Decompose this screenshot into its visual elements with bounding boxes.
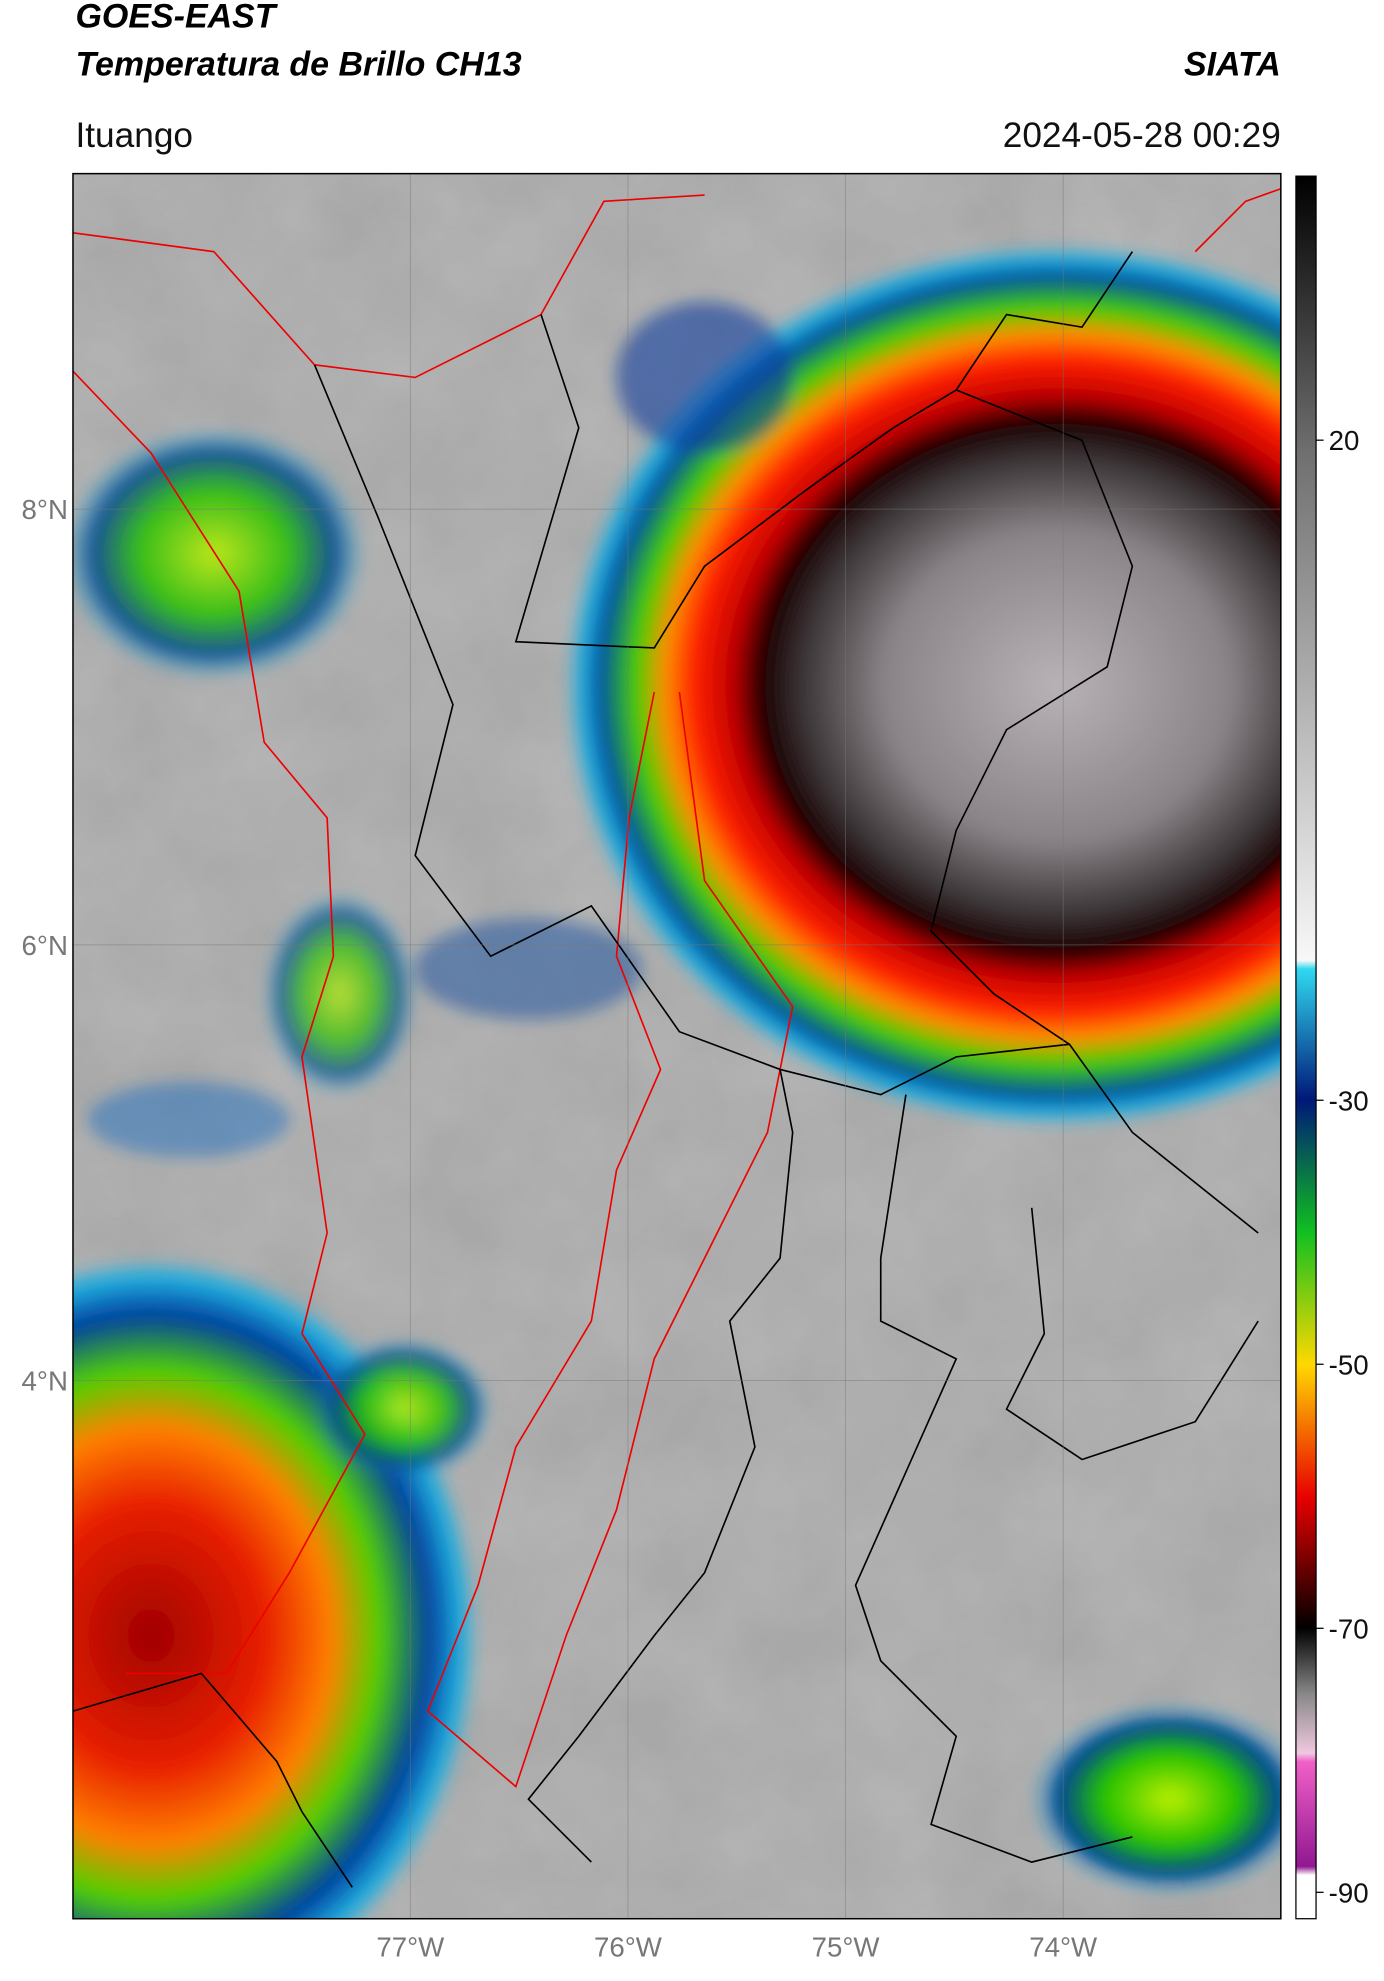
colorbar-tick-label: -50 <box>1329 1349 1369 1380</box>
x-tick-label: 76°W <box>594 1931 663 1962</box>
source: SIATA <box>1184 45 1281 83</box>
y-tick-label: 8°N <box>22 494 68 525</box>
graticule <box>72 173 1281 1919</box>
datetime: 2024-05-28 00:29 <box>1003 116 1281 155</box>
colorbar-tick-label: -90 <box>1329 1877 1369 1908</box>
x-tick-label: 77°W <box>376 1931 445 1962</box>
map-frame <box>72 172 1282 1920</box>
location: Ituango <box>75 116 193 155</box>
colorbar-tick-label: -30 <box>1329 1085 1369 1116</box>
y-tick-label: 6°N <box>22 930 68 961</box>
subtitle: Temperatura de Brillo CH13 <box>75 45 521 83</box>
y-tick-label: 4°N <box>22 1366 68 1397</box>
map-image <box>72 173 1281 1919</box>
colorbar-tick-label: -70 <box>1329 1613 1369 1644</box>
title: GOES-EAST <box>75 0 278 36</box>
x-tick-label: 75°W <box>812 1931 881 1962</box>
colorbar <box>1295 175 1317 1920</box>
colorbar-tick-label: 20 <box>1329 425 1360 456</box>
x-tick-label: 74°W <box>1029 1931 1098 1962</box>
